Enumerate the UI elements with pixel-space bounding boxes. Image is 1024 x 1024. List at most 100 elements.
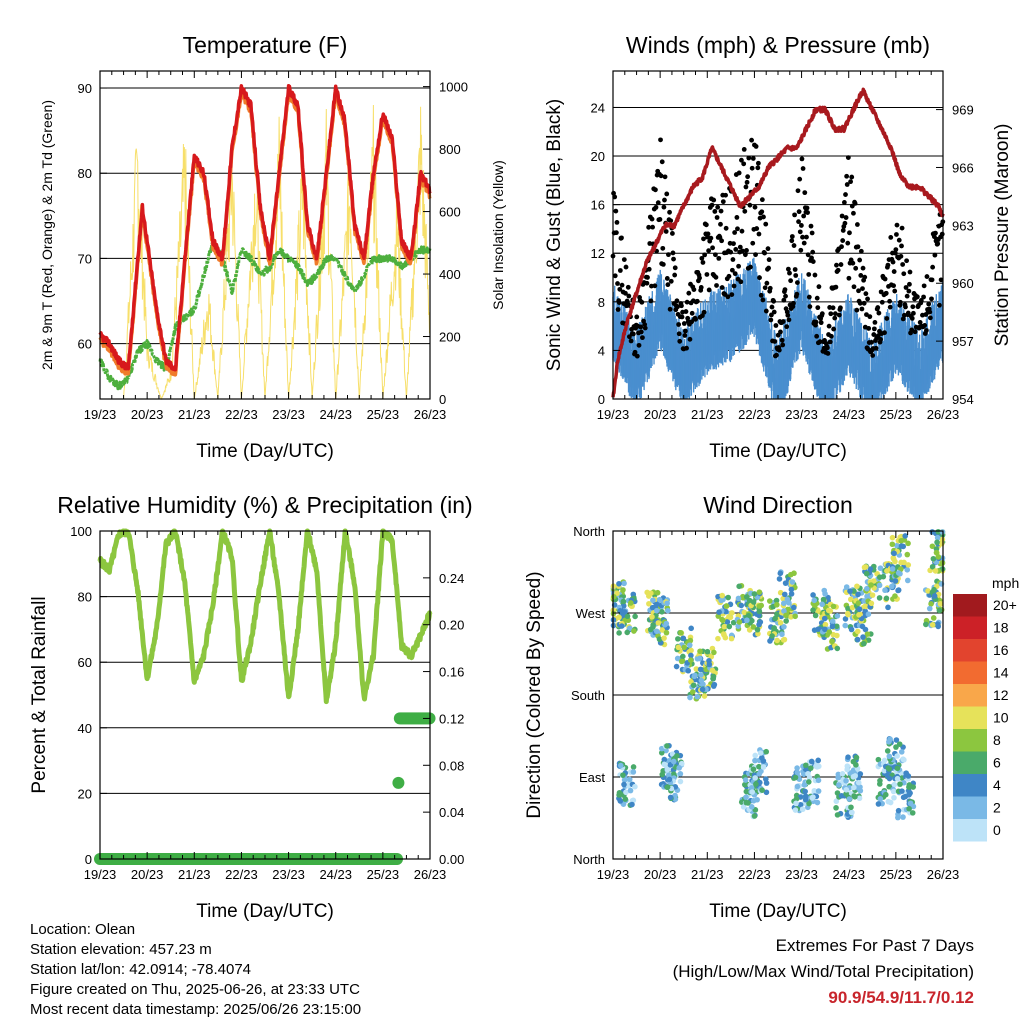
direction-point <box>742 777 749 783</box>
gust-point <box>711 197 717 203</box>
direction-point <box>616 789 623 796</box>
y-tick-label: 80 <box>78 166 92 181</box>
x-tick-label: 23/23 <box>272 867 305 882</box>
gust-point <box>628 338 634 344</box>
direction-point <box>723 603 730 609</box>
direction-point <box>699 686 706 693</box>
direction-point <box>650 622 656 628</box>
y-tick-label: West <box>576 606 606 621</box>
gust-point <box>840 228 846 233</box>
direction-point <box>836 782 842 788</box>
direction-point <box>822 626 828 633</box>
direction-point <box>776 576 783 582</box>
gust-point <box>834 262 839 268</box>
direction-point <box>752 757 758 764</box>
direction-point <box>811 597 818 604</box>
direction-point <box>777 570 784 577</box>
direction-point <box>752 775 758 781</box>
precip-point <box>392 776 405 789</box>
direction-point <box>685 667 692 674</box>
gust-point <box>731 283 737 289</box>
gust-point <box>873 345 879 351</box>
gust-point <box>831 326 837 332</box>
y-tick-label: South <box>571 688 605 703</box>
y-tick-label: 40 <box>78 721 92 736</box>
gust-point <box>871 332 877 337</box>
gust-point <box>623 264 629 270</box>
direction-point <box>781 600 787 607</box>
gust-point <box>809 255 814 261</box>
gust-point <box>749 137 754 143</box>
direction-point <box>889 566 896 572</box>
direction-point <box>802 788 808 795</box>
gust-point <box>805 252 811 258</box>
gust-point <box>781 297 787 303</box>
y-tick-label: 12 <box>591 246 605 261</box>
gust-point <box>783 293 788 299</box>
legend-label: 10 <box>993 710 1009 726</box>
direction-point <box>693 666 700 672</box>
gust-point <box>804 234 809 240</box>
legend-swatch <box>953 751 987 774</box>
winds-pressure-panel: Winds (mph) & Pressure (mb) 19/23 20/23 21/… <box>544 32 1013 462</box>
direction-point <box>769 633 775 639</box>
direction-point <box>808 758 815 765</box>
extremes-subtitle: (High/Low/Max Wind/Total Precipitation) <box>672 962 974 981</box>
direction-point <box>931 593 938 599</box>
gust-point <box>712 209 718 214</box>
direction-point <box>822 591 828 597</box>
direction-point <box>928 601 934 607</box>
gust-point <box>901 271 907 277</box>
y-tick-label: 80 <box>78 590 92 605</box>
direction-point <box>677 771 684 777</box>
legend-label: 20+ <box>993 597 1017 613</box>
gust-point <box>767 285 773 291</box>
gust-point <box>870 353 876 358</box>
gust-point <box>797 229 803 235</box>
direction-point <box>616 614 622 621</box>
direction-point <box>783 612 789 619</box>
gust-point <box>779 337 785 343</box>
gust-point <box>661 204 667 210</box>
direction-point <box>830 603 837 610</box>
y-right-tick-label: 200 <box>439 330 461 345</box>
direction-point <box>794 769 801 776</box>
direction-point <box>757 750 764 756</box>
direction-point <box>741 609 748 616</box>
direction-point <box>834 812 841 818</box>
direction-point <box>854 583 860 590</box>
gust-point <box>862 274 868 280</box>
direction-point <box>688 657 694 663</box>
direction-point <box>851 793 857 799</box>
gust-point <box>918 298 924 303</box>
gust-point <box>843 215 849 220</box>
direction-point <box>629 801 635 808</box>
gust-point <box>833 284 839 290</box>
gust-point <box>658 137 663 143</box>
direction-point <box>815 788 822 794</box>
gust-point <box>714 215 720 220</box>
direction-point <box>663 747 669 754</box>
direction-point <box>738 602 745 609</box>
gust-point <box>776 347 782 353</box>
direction-point <box>876 595 883 601</box>
gust-point <box>843 192 848 197</box>
gust-point <box>929 296 934 302</box>
direction-point <box>906 805 912 812</box>
direction-point <box>806 800 812 807</box>
direction-point <box>890 788 897 795</box>
gust-point <box>845 155 851 160</box>
gust-point <box>929 277 935 283</box>
gust-point <box>755 165 761 171</box>
gust-point <box>625 284 631 290</box>
gust-point <box>739 228 745 234</box>
y-tick-label: 24 <box>591 100 605 115</box>
gust-point <box>645 275 650 280</box>
direction-point <box>829 638 835 644</box>
gust-point <box>765 246 771 252</box>
direction-point <box>934 534 941 541</box>
y-right-tick-label: 954 <box>952 392 974 407</box>
gust-point <box>763 308 769 314</box>
gust-point <box>653 204 659 210</box>
direction-point <box>789 579 796 585</box>
